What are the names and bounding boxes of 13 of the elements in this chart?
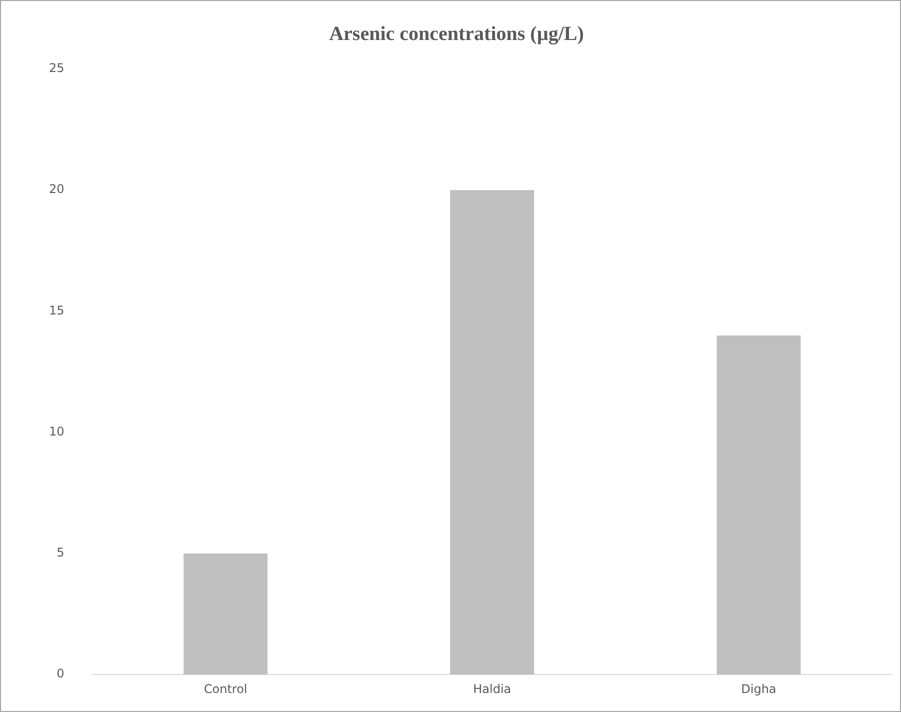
- y-tick-label: 10: [48, 424, 64, 438]
- y-tick-label: 20: [48, 182, 64, 196]
- y-tick-label: 5: [56, 546, 64, 560]
- bar: [184, 553, 268, 675]
- y-tick-label: 25: [48, 61, 64, 76]
- bar: [450, 190, 534, 675]
- chart-title: Arsenic concentrations (µg/L): [329, 23, 584, 46]
- y-tick-label: 0: [56, 666, 64, 681]
- bar: [716, 335, 801, 675]
- x-tick-label: Control: [204, 682, 248, 696]
- x-tick-label: Digha: [741, 682, 776, 696]
- x-tick-label: Haldia: [473, 682, 512, 696]
- y-tick-label: 15: [48, 303, 64, 318]
